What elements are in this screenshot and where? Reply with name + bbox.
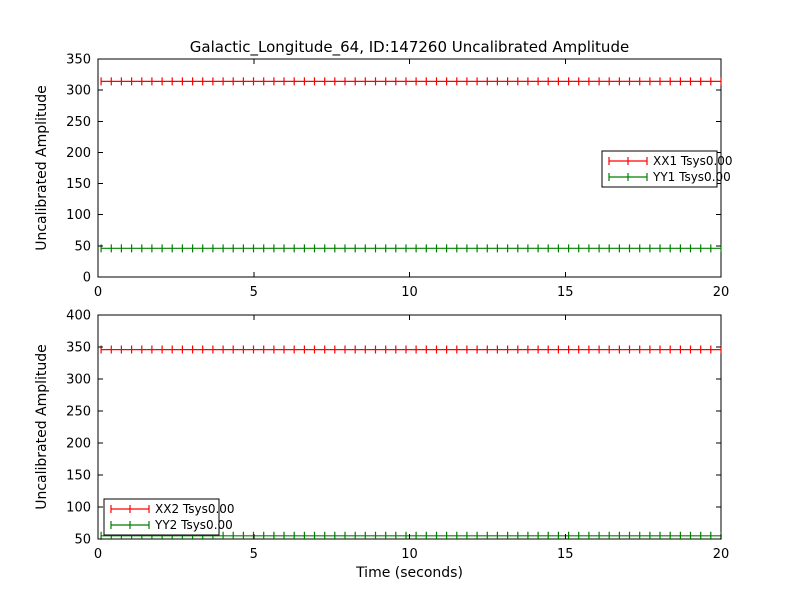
y-tick-label: 300 [66, 84, 91, 99]
x-tick-label: 5 [250, 547, 258, 562]
subplot-bottom: 0 5 10 15 20 50 100 150 200 250 300 350 400 Time (sec… [34, 309, 729, 582]
subplot-top: 0 5 10 15 20050100150200250300350Galactic_Lo… [34, 38, 733, 300]
legend-box [103, 498, 220, 536]
legend-entry-label: XX2 Tsys0.00 [155, 502, 235, 516]
y-tick-label: 350 [66, 341, 91, 356]
y-tick-label: 50 [74, 239, 91, 254]
errorbar-caps [100, 77, 722, 86]
legend-entry-label: XX1 Tsys0.00 [653, 154, 733, 168]
y-tick-label: 150 [66, 469, 91, 484]
y-axis-label: Uncalibrated Amplitude [34, 344, 50, 510]
x-tick-label: 0 [94, 547, 102, 562]
y-tick-label: 150 [66, 177, 91, 192]
x-tick-label: 10 [401, 547, 418, 562]
y-tick-label: 250 [66, 405, 91, 420]
y-tick-label: 300 [66, 373, 91, 388]
y-tick-label: 400 [66, 309, 91, 324]
y-tick-label: 0 [83, 271, 91, 286]
data-series-xx1 [100, 77, 722, 86]
errorbar-caps [100, 244, 722, 253]
plot-title: Galactic_Longitude_64, ID:147260 Uncalib… [190, 38, 629, 57]
y-axis-label: Uncalibrated Amplitude [34, 85, 50, 251]
x-tick-label: 15 [557, 285, 574, 300]
legend-box [601, 150, 718, 188]
legend-errorbar-symbol [608, 157, 648, 165]
x-tick-label: 20 [713, 285, 730, 300]
y-tick-label: 50 [74, 533, 91, 548]
data-series-yy2 [100, 531, 722, 540]
x-tick-label: 10 [401, 285, 418, 300]
y-tick-label: 200 [66, 146, 91, 161]
data-series-yy1 [100, 244, 722, 253]
y-tick-label: 200 [66, 437, 91, 452]
x-axis-label: Time (seconds) [355, 565, 463, 581]
legend-entry-label: YY1 Tsys0.00 [652, 170, 731, 184]
y-tick-label: 250 [66, 115, 91, 130]
y-tick-label: 350 [66, 53, 91, 68]
legend-top: XX1 Tsys0.00 YY1 Tsys0.00 [601, 150, 733, 188]
data-series-xx2 [100, 345, 722, 354]
errorbar-caps [100, 531, 722, 540]
legend-errorbar-symbol [608, 173, 648, 181]
y-tick-label: 100 [66, 208, 91, 223]
x-tick-label: 20 [713, 547, 730, 562]
errorbar-caps [100, 345, 722, 354]
legend-errorbar-symbol [110, 505, 150, 513]
x-tick-label: 15 [557, 547, 574, 562]
x-tick-label: 5 [250, 285, 258, 300]
legend-entry-label: YY2 Tsys0.00 [154, 518, 233, 532]
x-tick-label: 0 [94, 285, 102, 300]
legend-errorbar-symbol [110, 521, 150, 529]
y-tick-label: 100 [66, 501, 91, 516]
legend-bottom: XX2 Tsys0.00 YY2 Tsys0.00 [103, 498, 235, 536]
